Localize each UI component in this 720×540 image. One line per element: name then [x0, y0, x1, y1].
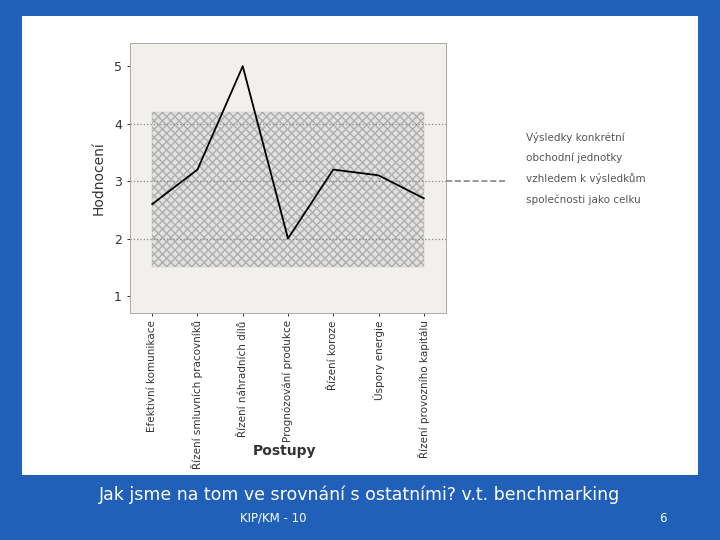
Text: společnosti jako celku: společnosti jako celku — [526, 194, 640, 205]
Text: 6: 6 — [659, 512, 666, 525]
Text: KIP/KM - 10: KIP/KM - 10 — [240, 512, 307, 525]
Text: Postupy: Postupy — [253, 444, 316, 458]
Text: obchodní jednotky: obchodní jednotky — [526, 153, 622, 164]
Y-axis label: Hodnocení: Hodnocení — [91, 141, 106, 215]
Text: Výsledky konkrétní: Výsledky konkrétní — [526, 132, 624, 143]
Text: vzhledem k výsledkům: vzhledem k výsledkům — [526, 173, 645, 184]
Text: Jak jsme na tom ve srovnání s ostatními? v.t. benchmarking: Jak jsme na tom ve srovnání s ostatními?… — [99, 486, 621, 504]
